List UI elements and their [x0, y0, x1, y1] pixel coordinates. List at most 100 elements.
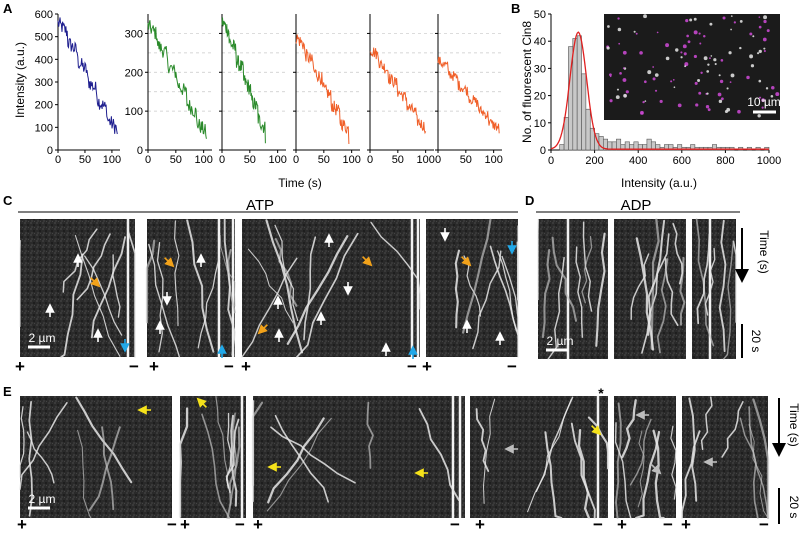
panel-b-ytick-label: 30	[534, 63, 546, 75]
kymo-minus-end: −	[407, 357, 417, 376]
panel-b-xtick-label: 200	[585, 155, 603, 167]
inset-particle	[761, 99, 765, 102]
kymo-minus-end: −	[593, 515, 603, 534]
inset-particle	[709, 57, 711, 60]
inset-particle	[763, 15, 768, 20]
kymograph-track	[274, 414, 330, 503]
inset-particle	[726, 107, 731, 112]
inset-particle	[654, 73, 659, 77]
kymo-plus-end: +	[422, 357, 432, 376]
kymo-minus-end: −	[129, 357, 139, 376]
inset-particle	[720, 59, 724, 62]
kymograph-track	[696, 233, 711, 325]
kymograph-track	[501, 255, 519, 358]
inset-particle	[730, 73, 735, 78]
kymograph	[614, 396, 677, 520]
panel-a-xtick-label: 100	[103, 154, 121, 166]
panel-b-ytick-label: 20	[534, 91, 546, 103]
kymograph-track	[482, 398, 496, 504]
inset-particle	[616, 88, 619, 91]
kymograph-track	[112, 254, 121, 318]
inset-particle	[713, 58, 717, 62]
inset-particle	[765, 87, 769, 90]
kymograph-track	[581, 235, 593, 304]
kymograph-track	[637, 430, 645, 508]
kymograph-track	[19, 402, 68, 490]
kymograph-track	[615, 402, 622, 519]
inset-particle	[682, 44, 687, 49]
kymograph-background	[253, 396, 465, 518]
inset-particle	[737, 109, 741, 114]
kymograph-track	[630, 253, 650, 321]
inset-particle	[683, 52, 687, 56]
inset-particle	[647, 70, 652, 75]
inset-particle	[677, 103, 682, 108]
panel-a-xtick-label: 100	[484, 154, 502, 166]
inset-particle	[771, 85, 775, 90]
panel-label-a: A	[3, 1, 13, 16]
panel-label-c: C	[3, 193, 13, 208]
kymograph-track	[670, 425, 677, 500]
annotation-arrow	[461, 256, 472, 267]
kymograph-track	[418, 408, 460, 501]
inset-particle	[763, 47, 766, 50]
kymograph-track	[267, 417, 325, 504]
kymograph-track	[462, 218, 492, 334]
panel-b-xtick-label: 400	[629, 155, 647, 167]
inset-particle	[686, 34, 689, 38]
panel-a-xtick-label: 0	[293, 154, 299, 166]
kymograph-track	[178, 407, 189, 518]
histogram-bar	[576, 35, 582, 151]
kymograph	[19, 219, 136, 358]
panel-c-kymographs: 2 µm+ − + − + − + −	[15, 218, 519, 376]
kymo-plus-end: +	[241, 357, 251, 376]
kymo-plus-end: +	[475, 515, 485, 534]
kymograph-background	[614, 396, 676, 518]
kymograph-track	[700, 396, 713, 451]
inset-particle	[694, 81, 698, 85]
kymograph	[614, 218, 686, 359]
panel-a-ylabel: Intensity (a.u.)	[13, 42, 27, 118]
panel-label-b: B	[511, 1, 520, 16]
inset-particle	[665, 43, 670, 48]
kymograph-track	[635, 237, 655, 351]
kymograph-track	[229, 412, 238, 506]
panel-a-xtick-label: 0	[367, 154, 373, 166]
inset-particle	[695, 103, 699, 107]
kymograph-track	[704, 247, 716, 316]
inset-particle	[739, 46, 742, 50]
inset-particle	[703, 35, 706, 38]
panel-a-xlabel: Time (s)	[278, 176, 322, 190]
kymograph-track	[75, 396, 133, 484]
inset-particle	[619, 72, 622, 75]
kymograph-track	[197, 257, 220, 349]
kymograph-track	[225, 418, 240, 489]
panel-a-xtick-label: 100	[268, 154, 286, 166]
panel-a-ytick-label: 300	[35, 77, 53, 89]
panel-a-trace-line	[295, 34, 350, 145]
inset-particle	[709, 22, 713, 26]
kymograph	[692, 218, 737, 360]
inset-particle	[698, 91, 702, 95]
kymograph-track	[174, 220, 180, 327]
annotation-arrow	[257, 324, 268, 335]
kymograph-track	[370, 221, 421, 310]
kymograph-track	[145, 239, 156, 324]
kymograph-track	[614, 422, 632, 519]
inset-particle	[643, 14, 647, 19]
kymo-minus-end: −	[450, 515, 460, 534]
inset-particle	[693, 54, 697, 59]
kymograph-track	[551, 236, 578, 322]
kymograph-scalebar-label: 2 µm	[29, 331, 56, 345]
inset-particle	[756, 52, 760, 55]
kymo-minus-end: −	[663, 515, 673, 534]
kymograph-scalebar-label: 2 µm	[547, 334, 574, 348]
inset-particle	[763, 49, 766, 53]
inset-particle	[752, 35, 755, 38]
panel-b-xtick-label: 800	[716, 155, 734, 167]
histogram-bar	[646, 138, 652, 151]
kymograph-track	[296, 232, 359, 358]
panel-a-ytick-label: 100	[125, 106, 143, 118]
inset-particle	[749, 54, 754, 59]
kymograph	[537, 219, 608, 360]
